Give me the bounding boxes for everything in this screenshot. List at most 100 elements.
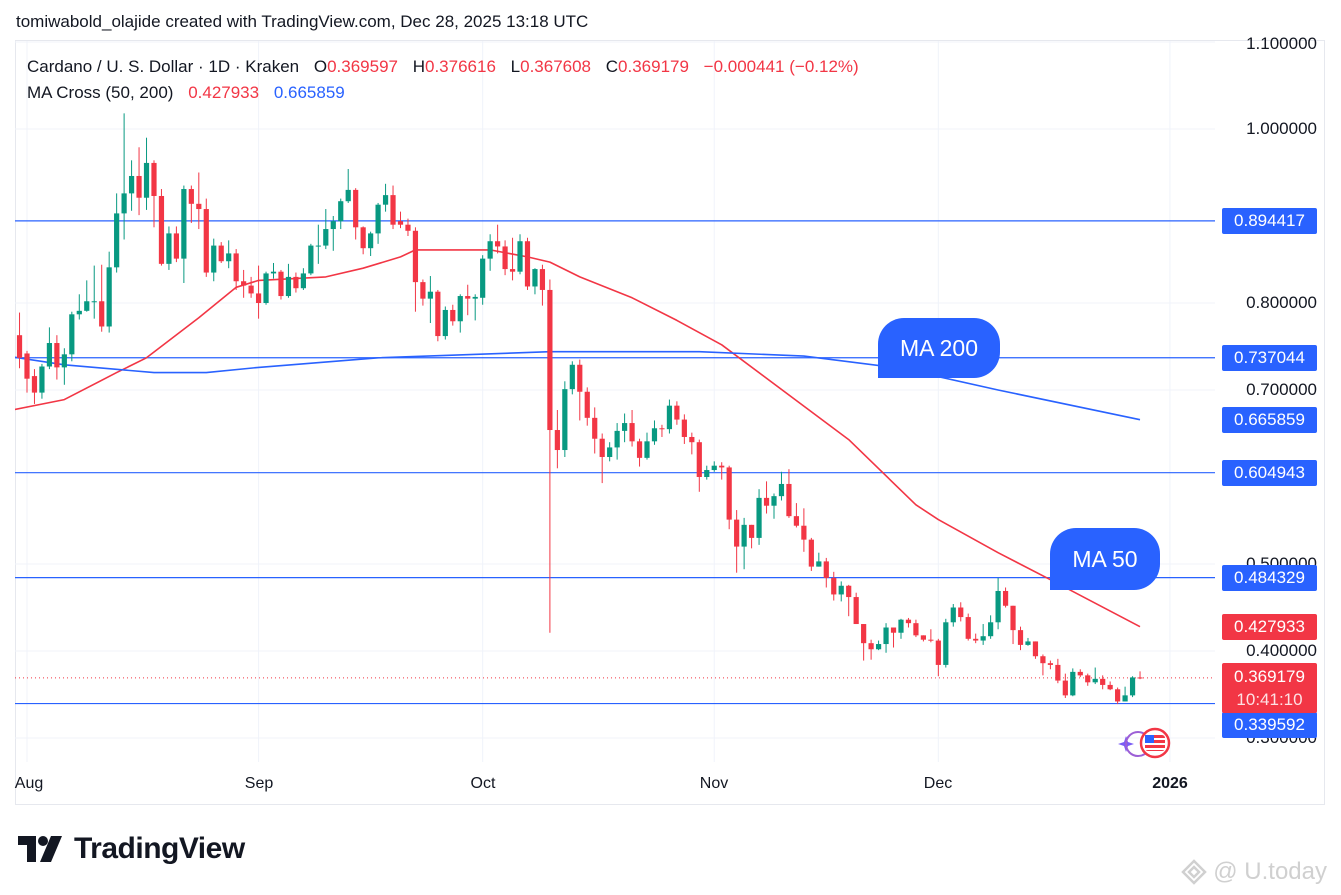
- candle[interactable]: [868, 639, 874, 660]
- candle[interactable]: [211, 238, 217, 282]
- candle[interactable]: [674, 401, 680, 425]
- candle[interactable]: [763, 481, 770, 514]
- candle[interactable]: [338, 198, 344, 230]
- candle[interactable]: [838, 581, 844, 602]
- candle[interactable]: [793, 503, 800, 528]
- candle[interactable]: [166, 226, 172, 270]
- candle[interactable]: [846, 584, 852, 617]
- candle[interactable]: [248, 276, 254, 298]
- candle[interactable]: [509, 237, 516, 281]
- candle[interactable]: [1085, 673, 1091, 686]
- candle[interactable]: [502, 240, 508, 276]
- candle[interactable]: [666, 399, 673, 434]
- candle[interactable]: [905, 617, 912, 628]
- candle[interactable]: [218, 242, 224, 263]
- candle[interactable]: [696, 439, 702, 492]
- candle[interactable]: [465, 284, 471, 316]
- candle[interactable]: [659, 424, 665, 437]
- candle[interactable]: [771, 493, 777, 519]
- candle[interactable]: [54, 335, 60, 380]
- ma200-callout[interactable]: MA 200: [878, 318, 1000, 378]
- candle[interactable]: [689, 432, 695, 455]
- candle[interactable]: [756, 489, 762, 545]
- candle[interactable]: [883, 623, 889, 653]
- candle[interactable]: [748, 524, 755, 549]
- candle[interactable]: [203, 198, 209, 277]
- candle[interactable]: [913, 619, 919, 638]
- candle[interactable]: [420, 279, 426, 306]
- candle[interactable]: [644, 432, 650, 460]
- candle[interactable]: [353, 188, 359, 240]
- candle[interactable]: [427, 276, 433, 324]
- candle[interactable]: [69, 311, 75, 362]
- candle[interactable]: [1070, 668, 1076, 697]
- candle[interactable]: [480, 255, 486, 305]
- candle[interactable]: [61, 348, 67, 385]
- candle[interactable]: [39, 363, 45, 399]
- candle[interactable]: [382, 183, 389, 212]
- candle[interactable]: [390, 185, 396, 230]
- candle[interactable]: [1137, 671, 1143, 680]
- candle[interactable]: [46, 327, 53, 370]
- candle[interactable]: [106, 251, 112, 333]
- candle[interactable]: [681, 414, 687, 444]
- candle[interactable]: [875, 640, 882, 651]
- candle[interactable]: [16, 312, 23, 369]
- candle[interactable]: [636, 438, 643, 467]
- candle[interactable]: [539, 264, 546, 306]
- candle[interactable]: [599, 433, 605, 484]
- candle[interactable]: [808, 537, 814, 571]
- candle[interactable]: [950, 604, 956, 627]
- economic-events-icon[interactable]: [1116, 726, 1174, 762]
- candle[interactable]: [1122, 686, 1128, 702]
- candle[interactable]: [1010, 605, 1016, 645]
- candle[interactable]: [24, 350, 30, 393]
- candle[interactable]: [734, 510, 740, 573]
- candle[interactable]: [136, 147, 142, 216]
- candle[interactable]: [1040, 654, 1046, 676]
- candle[interactable]: [472, 294, 478, 321]
- candle[interactable]: [450, 304, 456, 326]
- candle[interactable]: [973, 633, 979, 644]
- candle[interactable]: [1129, 676, 1136, 698]
- ma50-callout[interactable]: MA 50: [1050, 528, 1160, 590]
- candle[interactable]: [943, 618, 949, 668]
- candle[interactable]: [584, 387, 590, 426]
- candle[interactable]: [128, 160, 135, 211]
- candle[interactable]: [196, 172, 202, 230]
- candle[interactable]: [375, 202, 381, 244]
- candle[interactable]: [741, 517, 747, 570]
- candle[interactable]: [1047, 660, 1053, 670]
- candle[interactable]: [801, 508, 807, 552]
- candle[interactable]: [547, 279, 553, 633]
- candle[interactable]: [315, 224, 321, 264]
- candle[interactable]: [592, 407, 598, 454]
- candle[interactable]: [726, 465, 732, 530]
- candle[interactable]: [285, 263, 292, 298]
- candle[interactable]: [988, 615, 994, 639]
- candle[interactable]: [300, 268, 306, 290]
- candle[interactable]: [397, 211, 404, 229]
- candle[interactable]: [1107, 681, 1113, 691]
- candle[interactable]: [308, 243, 314, 276]
- candle[interactable]: [980, 624, 986, 645]
- candle[interactable]: [181, 185, 187, 283]
- candle[interactable]: [1055, 658, 1061, 684]
- candle[interactable]: [719, 462, 725, 480]
- candle[interactable]: [629, 410, 635, 447]
- candle[interactable]: [816, 552, 822, 567]
- candle[interactable]: [995, 577, 1001, 630]
- candle[interactable]: [958, 602, 964, 622]
- candle[interactable]: [532, 268, 538, 295]
- candle[interactable]: [442, 306, 448, 340]
- candle[interactable]: [569, 361, 575, 395]
- candle[interactable]: [1077, 669, 1083, 678]
- candle[interactable]: [1017, 626, 1024, 651]
- candle[interactable]: [241, 269, 247, 298]
- symbol-title[interactable]: Cardano / U. S. Dollar · 1D · Kraken: [27, 57, 300, 76]
- candle[interactable]: [151, 160, 157, 228]
- candle[interactable]: [263, 271, 269, 305]
- candle[interactable]: [861, 624, 867, 661]
- candle[interactable]: [1100, 675, 1106, 690]
- candle[interactable]: [368, 231, 374, 257]
